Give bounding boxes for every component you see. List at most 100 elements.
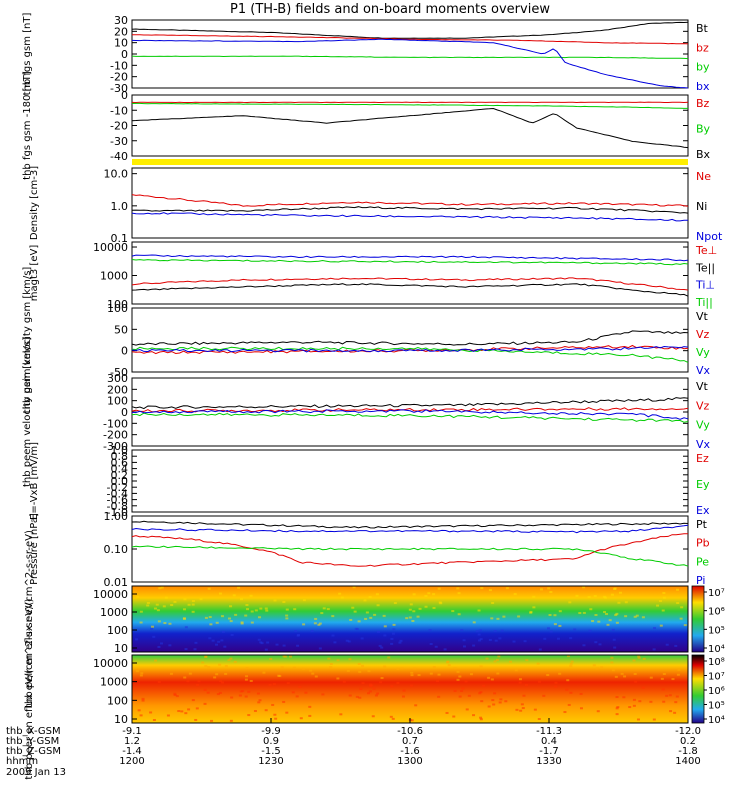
spectrogram-texture [432,593,436,596]
spectrogram-texture [155,603,159,606]
panel-8: Pressure [nPa] 1.00 0.10 0.01 Pt Pb Pe Pi [29,510,710,589]
panel-10-ylabel: thb peer en eflux eV/(cm^2-s-sr-eV) [24,598,35,779]
y-tick-label: 100 [107,302,128,315]
y-tick-label: 10000 [93,588,128,601]
spectrogram-texture [365,611,369,614]
spectrogram-texture [479,716,483,719]
spectrogram-texture [150,627,154,630]
spectrogram-texture [649,676,653,679]
spectrogram-texture [451,610,455,613]
spectrogram-texture [314,675,318,678]
series-Vz-line [131,407,689,413]
spectrogram-texture [208,637,212,640]
spectrogram-texture [391,717,395,720]
spectrogram-texture [183,598,187,601]
y-tick-label: 100 [107,298,128,311]
spectrogram-texture [517,615,521,618]
spectrogram-texture [282,644,286,647]
spectrogram-texture [437,673,441,676]
spectrogram-texture [396,681,400,684]
series-Ni-line [131,206,689,214]
xaxis-value: -1.8 [678,746,698,757]
spectrogram-texture [615,621,619,624]
spectrogram-texture [502,615,506,618]
y-tick-label: 300 [107,372,128,385]
spectrogram-texture [480,587,484,590]
colorbar-tick-label: 10⁶ [708,686,725,697]
spectrogram-texture [557,637,561,640]
spectrogram-texture [398,641,402,644]
spectrogram-texture [673,711,677,714]
spectrogram-texture [498,637,502,640]
y-tick-label: 100 [107,694,128,707]
spectrogram-texture [215,673,219,676]
spectrogram-texture [351,606,355,609]
spectrogram-texture [199,598,203,601]
legend-Ni: Ni [696,200,707,213]
spectrogram-texture [370,684,374,687]
spectrogram-texture [258,616,262,619]
spectrogram-texture [184,648,188,651]
spectrogram-texture [284,655,288,658]
spectrogram-texture [611,669,615,672]
spectrogram-texture [569,665,573,668]
spectrogram-texture [314,617,318,620]
spectrogram-texture [410,674,414,677]
spectrogram-texture [453,667,457,670]
spectrogram-texture [274,717,278,720]
spectrogram-texture [293,608,297,611]
legend-Bt: Bt [696,22,709,35]
series-Pt-line [131,520,689,529]
spectrogram-texture [656,604,660,607]
spectrogram-texture [453,689,457,692]
spectrogram-texture [472,714,476,717]
spectrogram-texture [569,637,573,640]
spectrogram-texture [668,694,672,697]
y-tick-label: -0.6 [107,494,128,507]
spectrogram-texture [538,648,542,651]
spectrogram-texture [244,678,248,681]
spectrogram-texture [558,610,562,613]
spectrogram-texture [191,603,195,606]
legend-Pb: Pb [696,537,710,550]
spectrogram-texture [135,670,139,673]
xaxis-value: -1.7 [539,746,559,757]
spectrogram-texture [360,637,364,640]
spectrogram-texture [333,641,337,644]
series-bx-line [131,38,689,89]
y-tick-label: 0 [121,406,128,419]
spectrogram-texture [549,630,553,633]
spectrogram-texture [597,620,601,623]
spectrogram-texture [487,705,491,708]
legend-bx: bx [696,80,710,93]
xaxis-row-label: hhmm [6,756,38,767]
spectrogram-texture [592,664,596,667]
spectrogram-texture [229,620,233,623]
spectrogram-texture [504,700,508,703]
spectrogram-texture [229,719,233,722]
spectrogram-texture [641,686,645,689]
spectrogram-texture [428,629,432,632]
spectrogram-texture [135,638,139,641]
spectrogram-texture [227,659,231,662]
spectrogram-texture [617,601,621,604]
spectrogram-texture [259,607,263,610]
spectrogram-texture [187,603,191,606]
spectrogram-texture [635,614,639,617]
spectrogram-texture [547,627,551,630]
spectrogram-texture [652,648,656,651]
spectrogram-texture [336,659,340,662]
spectrogram-texture [548,614,552,617]
colorbar-tick-label: 10⁵ [708,701,725,712]
spectrogram-texture [566,679,570,682]
spectrogram-texture [375,593,379,596]
spectrogram-texture [175,695,179,698]
spectrogram-texture [357,662,361,665]
spectrogram-texture [164,596,168,599]
spectrogram-texture [173,692,177,695]
spectrogram-texture [593,595,597,598]
spectrogram-texture [342,680,346,683]
spectrogram-texture [371,715,375,718]
spectrogram-texture [608,619,612,622]
